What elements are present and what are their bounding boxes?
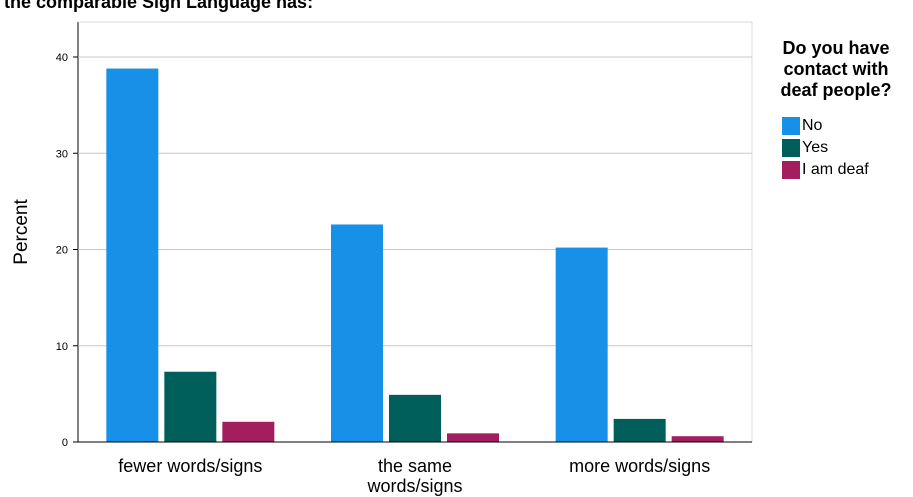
y-tick-label: 10 (56, 341, 68, 353)
bar-no (106, 68, 159, 443)
bar-i-am-deaf (447, 433, 499, 442)
y-tick-label: 0 (62, 437, 68, 449)
legend-title-line: contact with (783, 59, 889, 79)
bar-i-am-deaf (671, 436, 724, 442)
bar-yes (389, 394, 441, 442)
legend: Do you have contact with deaf people? No… (760, 38, 912, 181)
bar-yes (164, 371, 217, 442)
y-tick-label: 40 (56, 52, 68, 64)
chart-title: the comparable Sign Language has: (4, 0, 314, 12)
x-tick-label: fewer words/signs (118, 456, 262, 476)
legend-swatch-no (782, 117, 800, 135)
bar-yes (613, 418, 666, 442)
legend-item-no: No (782, 115, 912, 137)
legend-title-line: deaf people? (780, 80, 892, 100)
legend-title: Do you have contact with deaf people? (760, 38, 912, 101)
x-tick-label: the same (378, 456, 452, 476)
legend-title-line: Do you have (782, 38, 890, 58)
y-tick-label: 30 (56, 148, 68, 160)
legend-item-deaf: I am deaf (782, 159, 912, 181)
legend-label-deaf: I am deaf (802, 161, 869, 178)
bar-no (331, 224, 383, 442)
legend-item-yes: Yes (782, 137, 912, 159)
bar-no (555, 247, 608, 442)
x-tick-label: words/signs (366, 476, 462, 496)
legend-swatch-deaf (782, 161, 800, 179)
y-axis-label: Percent (11, 199, 32, 265)
bar-i-am-deaf (222, 421, 275, 442)
legend-label-no: No (802, 117, 823, 134)
y-tick-label: 20 (56, 245, 68, 257)
legend-swatch-yes (782, 139, 800, 157)
x-tick-label: more words/signs (569, 456, 710, 476)
legend-label-yes: Yes (802, 139, 829, 156)
